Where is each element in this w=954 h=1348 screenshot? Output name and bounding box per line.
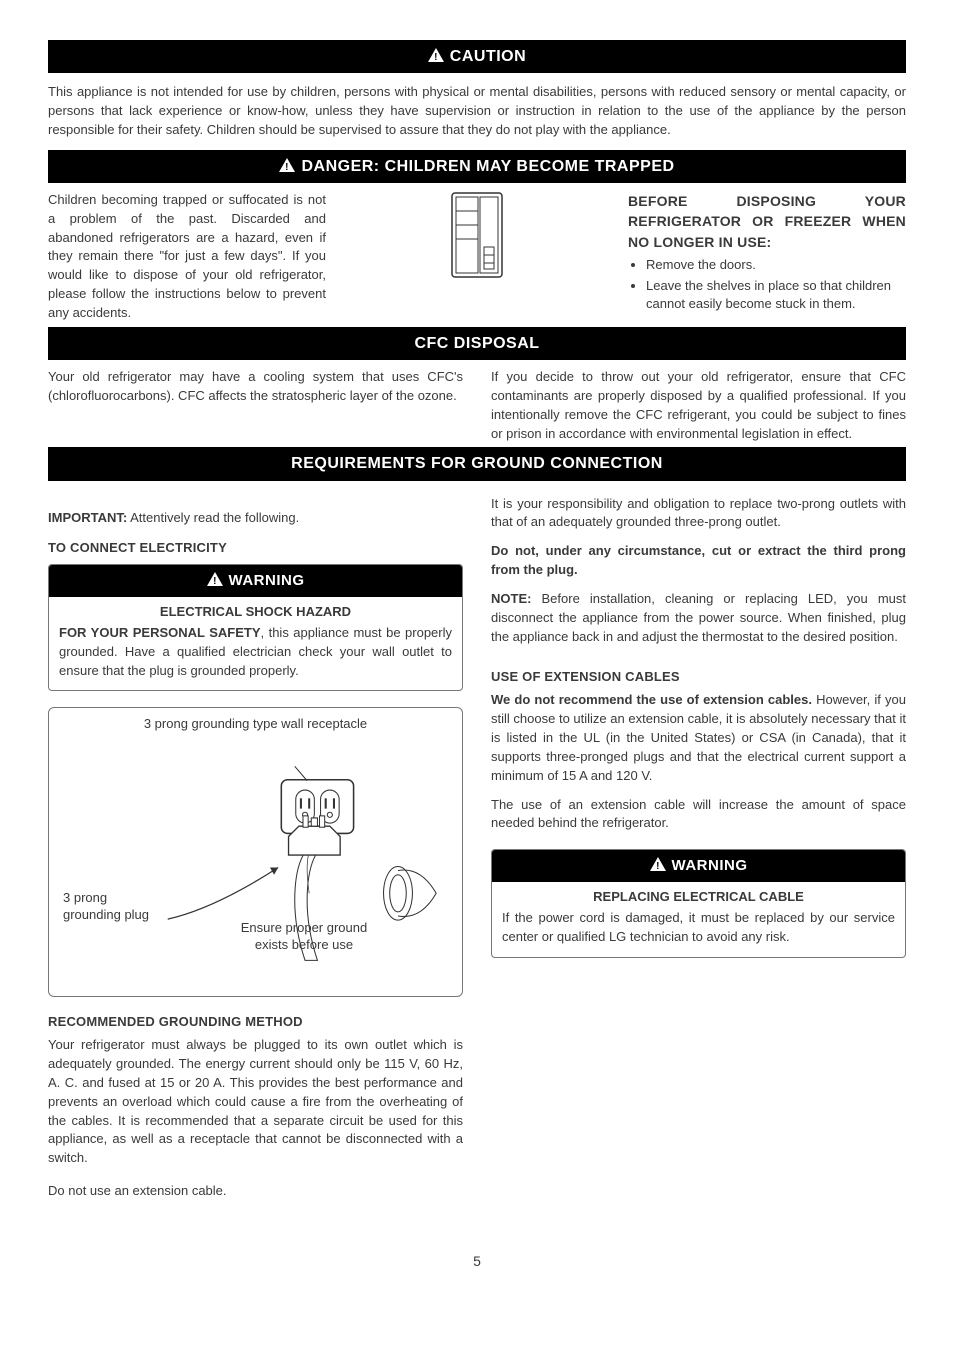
warning-box-shock: ! WARNING ELECTRICAL SHOCK HAZARD FOR YO… <box>48 564 463 691</box>
cfc-banner: CFC DISPOSAL <box>48 327 906 360</box>
danger-banner: ! DANGER: CHILDREN MAY BECOME TRAPPED <box>48 150 906 183</box>
warning-triangle-icon: ! <box>428 46 444 60</box>
danger-bullet-2: Leave the shelves in place so that child… <box>646 277 906 315</box>
cfc-left: Your old refrigerator may have a cooling… <box>48 368 463 443</box>
recommended-grounding-heading: RECOMMENDED GROUNDING METHOD <box>48 1013 463 1032</box>
cfc-right: If you decide to throw out your old refr… <box>491 368 906 443</box>
warning2-hazard: REPLACING ELECTRICAL CABLE <box>502 888 895 907</box>
danger-left-text: Children becoming trapped or suffocated … <box>48 191 326 323</box>
warning-triangle-icon: ! <box>650 856 666 870</box>
cfc-title: CFC DISPOSAL <box>414 335 539 352</box>
warning2-body: If the power cord is damaged, it must be… <box>502 909 895 947</box>
warning1-body-bold: FOR YOUR PERSONAL SAFETY <box>59 625 261 640</box>
extension-cables-heading: USE OF EXTENSION CABLES <box>491 668 906 687</box>
danger-bullet-1: Remove the doors. <box>646 256 906 275</box>
warning-box-cable: ! WARNING REPLACING ELECTRICAL CABLE If … <box>491 849 906 957</box>
caution-title: CAUTION <box>450 48 526 65</box>
important-line: IMPORTANT: Attentively read the followin… <box>48 509 463 528</box>
no-extension-cable: Do not use an extension cable. <box>48 1182 463 1201</box>
extension-cables-p2: The use of an extension cable will incre… <box>491 796 906 834</box>
ground-right-bold: Do not, under any circumstance, cut or e… <box>491 542 906 580</box>
svg-text:!: ! <box>434 52 438 62</box>
diagram-label-ground: Ensure proper ground exists before use <box>239 920 369 954</box>
recommended-grounding-body: Your refrigerator must always be plugged… <box>48 1036 463 1168</box>
ground-note: NOTE: Before installation, cleaning or r… <box>491 590 906 647</box>
danger-title: DANGER: CHILDREN MAY BECOME TRAPPED <box>301 158 674 175</box>
danger-right-heading: BEFORE DISPOSING YOUR REFRIGERATOR OR FR… <box>628 191 906 252</box>
note-label: NOTE: <box>491 591 531 606</box>
ground-right-p1: It is your responsibility and obligation… <box>491 495 906 533</box>
svg-text:!: ! <box>286 162 290 172</box>
warning1-hazard: ELECTRICAL SHOCK HAZARD <box>59 603 452 622</box>
ext-bold: We do not recommend the use of extension… <box>491 692 812 707</box>
note-body: Before installation, cleaning or replaci… <box>491 591 906 644</box>
warning-triangle-icon: ! <box>279 156 295 170</box>
ground-banner: REQUIREMENTS FOR GROUND CONNECTION <box>48 447 906 480</box>
ground-title: REQUIREMENTS FOR GROUND CONNECTION <box>291 455 663 472</box>
grounding-diagram: 3 prong grounding type wall receptacle <box>48 707 463 997</box>
refrigerator-icon <box>338 191 616 323</box>
page-number: 5 <box>48 1251 906 1271</box>
connect-electricity-heading: TO CONNECT ELECTRICITY <box>48 539 463 558</box>
important-text: Attentively read the following. <box>127 510 299 525</box>
extension-cables-body: We do not recommend the use of extension… <box>491 691 906 785</box>
warning1-title: WARNING <box>229 572 305 589</box>
caution-body: This appliance is not intended for use b… <box>48 83 906 140</box>
important-label: IMPORTANT: <box>48 510 127 525</box>
warning-triangle-icon: ! <box>207 571 223 585</box>
diagram-label-plug: 3 prong grounding plug <box>63 890 153 924</box>
warning2-title: WARNING <box>672 857 748 874</box>
caution-banner: ! CAUTION <box>48 40 906 73</box>
svg-text:!: ! <box>656 861 660 871</box>
svg-text:!: ! <box>213 576 217 586</box>
